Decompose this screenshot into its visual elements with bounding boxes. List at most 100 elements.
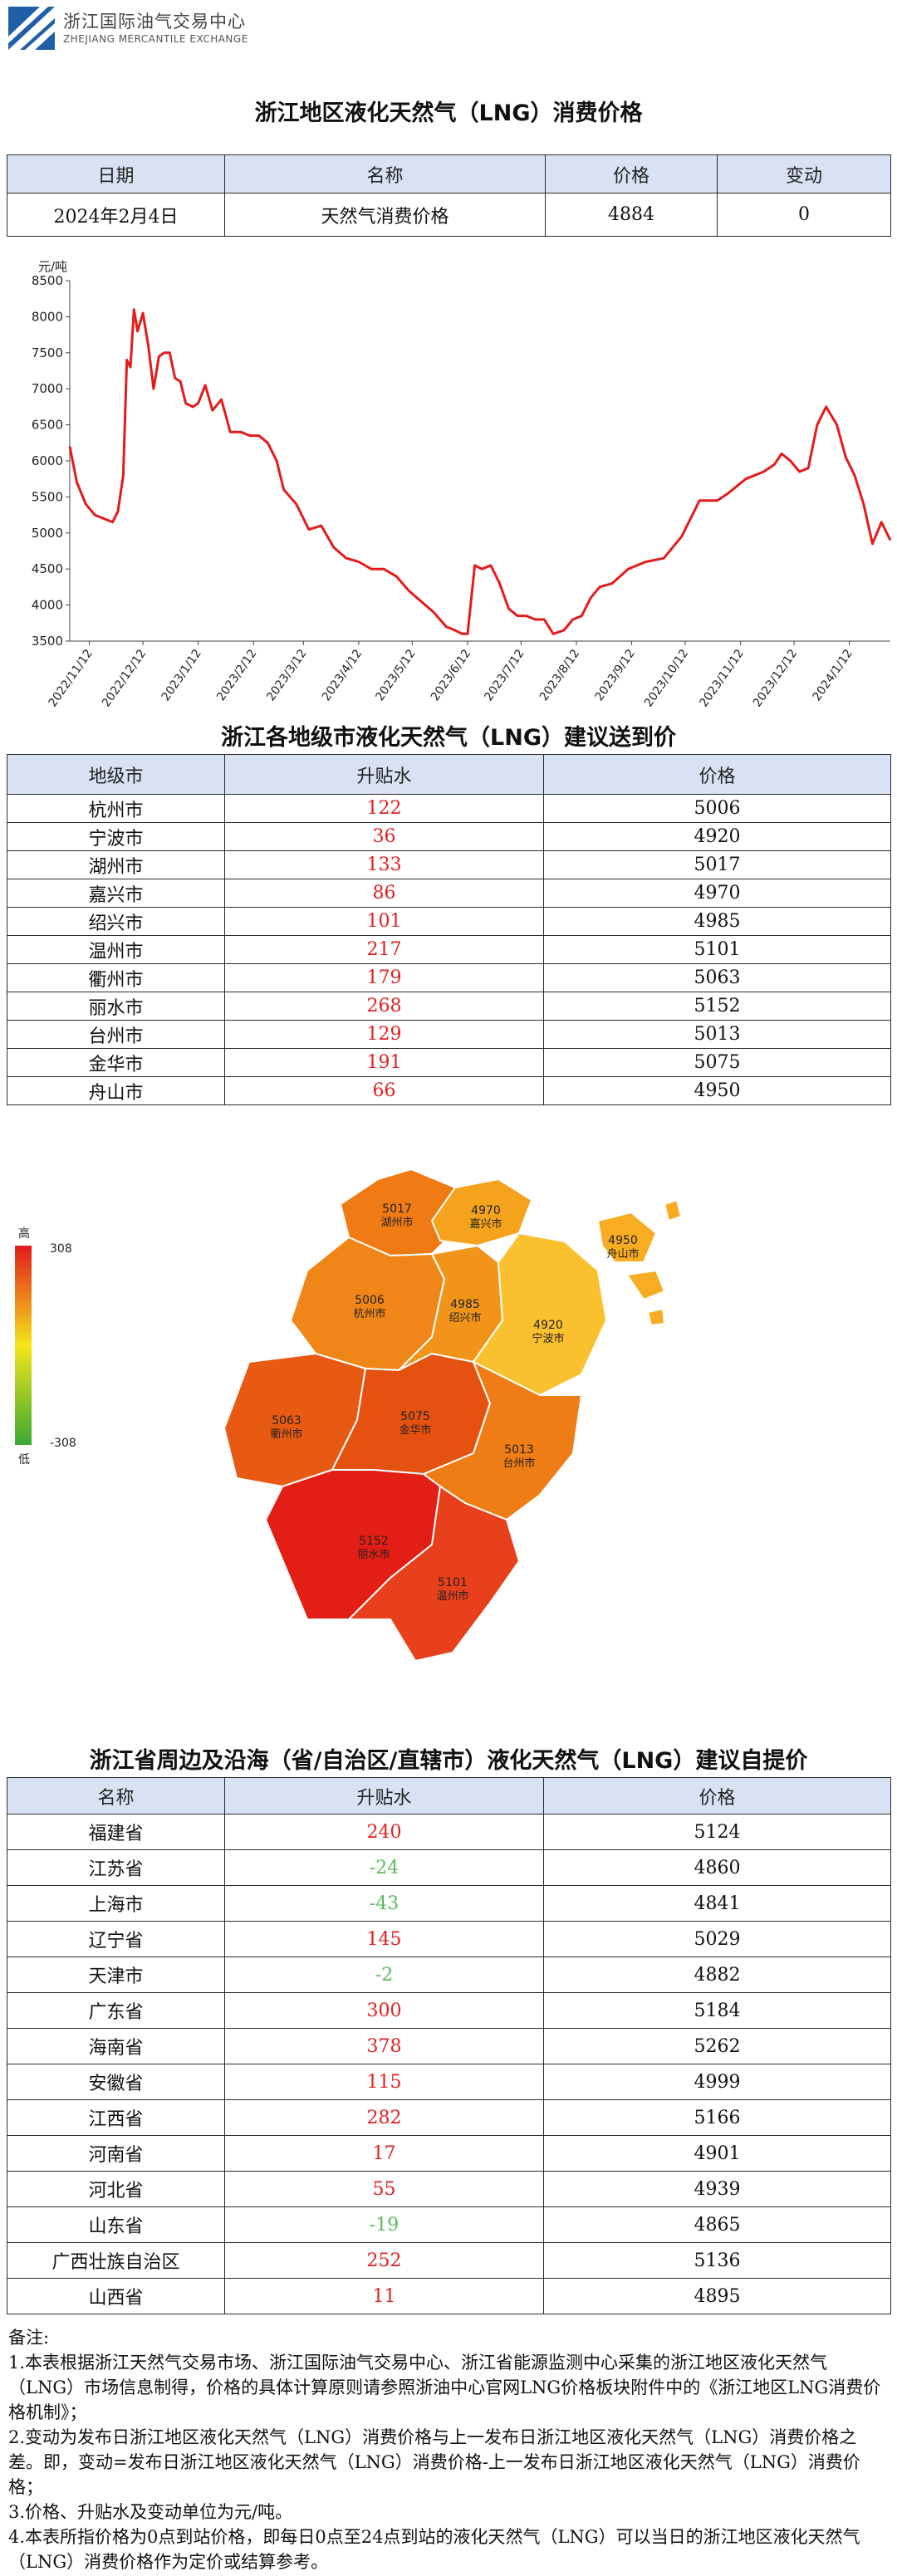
- y-tick-label: 7000: [32, 381, 63, 396]
- x-tick-label: 2023/11/12: [697, 647, 746, 709]
- chart-x-ticks: 2022/11/12 2022/12/12 2023/1/12 2023/2/12 20…: [47, 641, 855, 709]
- region-jiaxing: [430, 1178, 533, 1247]
- province-price: 4865: [543, 2206, 891, 2243]
- y-tick-label: 8000: [32, 309, 63, 324]
- city-name: 绍兴市: [7, 907, 225, 936]
- price-series-line: [68, 308, 892, 635]
- x-tick-label: 2023/3/12: [264, 647, 309, 703]
- summary-header-row: 日期 名称 价格 变动: [7, 154, 891, 193]
- city-premium: 36: [224, 822, 544, 851]
- city-name: 丽水市: [7, 992, 225, 1021]
- province-row: 江西省 282 5166: [7, 2099, 891, 2136]
- city-premium: 101: [224, 907, 544, 936]
- city-price: 5013: [543, 1020, 891, 1049]
- map-region-name: 温州市: [436, 1589, 468, 1603]
- city-price: 5101: [543, 935, 891, 964]
- y-tick-label: 6000: [32, 453, 63, 468]
- city-row: 绍兴市 101 4985: [7, 907, 891, 936]
- province-price: 4901: [543, 2135, 891, 2172]
- x-tick-label: 2022/12/12: [100, 647, 149, 709]
- province-price: 4999: [543, 2064, 891, 2100]
- org-name-en: ZHEJIANG MERCANTILE EXCHANGE: [63, 33, 248, 45]
- legend-low-label: 低: [18, 1453, 30, 1467]
- province-name: 安徽省: [7, 2064, 225, 2100]
- province-row: 山东省 -19 4865: [7, 2206, 891, 2243]
- province-row: 河南省 17 4901: [7, 2135, 891, 2172]
- summary-header-date: 日期: [7, 154, 225, 193]
- province-row: 天津市 -2 4882: [7, 1956, 891, 1993]
- x-tick-label: 2022/11/12: [47, 647, 96, 709]
- map-region-name: 台州市: [502, 1457, 535, 1470]
- city-row: 宁波市 36 4920: [7, 822, 891, 851]
- summary-header-change: 变动: [717, 154, 891, 193]
- legend-min-value: -308: [50, 1437, 76, 1450]
- x-tick-label: 2023/10/12: [642, 647, 691, 709]
- province-premium: 11: [224, 2278, 544, 2314]
- chart-y-axis-label: 元/吨: [38, 259, 67, 274]
- x-tick-label: 2023/12/12: [751, 647, 800, 709]
- city-row: 丽水市 268 5152: [7, 992, 891, 1021]
- province-name: 河南省: [7, 2135, 225, 2172]
- province-header-premium: 升贴水: [224, 1777, 544, 1814]
- province-price: 5184: [543, 1992, 891, 2029]
- note-item-2: 2.变动为发布日浙江地区液化天然气（LNG）消费价格与上一发布日浙江地区液化天然…: [8, 2427, 860, 2497]
- province-name: 上海市: [7, 1885, 225, 1922]
- city-name: 舟山市: [7, 1076, 225, 1105]
- province-name: 广东省: [7, 1992, 225, 2029]
- city-table-title: 浙江各地级市液化天然气（LNG）建议送到价: [221, 725, 676, 751]
- x-tick-label: 2023/5/12: [373, 647, 418, 703]
- city-premium: 129: [224, 1020, 544, 1049]
- province-premium: 300: [224, 1992, 544, 2029]
- province-price: 4939: [543, 2171, 891, 2207]
- map-region-name: 绍兴市: [448, 1311, 481, 1325]
- city-price: 5063: [543, 963, 891, 992]
- x-tick-label: 2023/4/12: [320, 647, 365, 703]
- province-price: 5124: [543, 1814, 891, 1850]
- province-name: 河北省: [7, 2171, 225, 2207]
- map-region-name: 宁波市: [532, 1332, 564, 1345]
- map-region-name: 杭州市: [353, 1307, 385, 1320]
- note-item-1: 1.本表根据浙江天然气交易市场、浙江国际油气交易中心、浙江省能源监测中心采集的浙…: [8, 2353, 881, 2422]
- map-region-name: 湖州市: [380, 1216, 413, 1229]
- city-header-row: 地级市 升贴水 价格: [7, 754, 891, 795]
- province-price: 4895: [543, 2278, 891, 2314]
- province-header-name: 名称: [7, 1777, 225, 1814]
- city-header-name: 地级市: [7, 754, 225, 795]
- exchange-logo-icon: [8, 7, 55, 50]
- region-zhoushan: [596, 1198, 683, 1327]
- city-premium: 179: [224, 963, 544, 992]
- city-row: 杭州市 122 5006: [7, 794, 891, 823]
- notes-section: 备注: 1.本表根据浙江天然气交易市场、浙江国际油气交易中心、浙江省能源监测中心…: [8, 2325, 890, 2574]
- province-premium: 145: [224, 1921, 544, 1957]
- x-tick-label: 2023/8/12: [537, 647, 582, 703]
- x-tick-label: 2023/2/12: [214, 647, 259, 703]
- province-price: 5262: [543, 2028, 891, 2064]
- y-tick-label: 5000: [32, 526, 63, 541]
- legend-high-label: 高: [18, 1227, 30, 1241]
- city-row: 舟山市 66 4950: [7, 1076, 891, 1105]
- city-header-premium: 升贴水: [224, 754, 544, 795]
- province-name: 山西省: [7, 2278, 225, 2314]
- province-row: 江苏省 -24 4860: [7, 1849, 891, 1886]
- org-name-cn: 浙江国际油气交易中心: [63, 12, 246, 32]
- city-price: 5152: [543, 992, 891, 1021]
- province-price: 5029: [543, 1921, 891, 1957]
- city-name: 衢州市: [7, 963, 225, 992]
- province-name: 辽宁省: [7, 1921, 225, 1957]
- summary-table: 日期 名称 价格 变动 2024年2月4日 天然气消费价格 4884 0: [7, 154, 891, 237]
- city-premium: 133: [224, 850, 544, 879]
- city-price: 5006: [543, 794, 891, 823]
- province-premium: 378: [224, 2028, 544, 2064]
- y-tick-label: 3500: [32, 634, 63, 649]
- province-row: 广东省 300 5184: [7, 1992, 891, 2029]
- city-table: 地级市 升贴水 价格 杭州市 122 5006 宁波市 36 4920 湖州市 133 5017…: [7, 754, 891, 1105]
- province-row: 辽宁省 145 5029: [7, 1921, 891, 1957]
- notes-title: 备注:: [8, 2328, 50, 2348]
- map-region-name: 嘉兴市: [469, 1217, 502, 1231]
- price-history-chart: 元/吨 3500 4000 4500 5000 5500 6000 6500 7000 7500…: [32, 259, 892, 709]
- city-price: 4920: [543, 822, 891, 851]
- city-row: 台州市 129 5013: [7, 1020, 891, 1049]
- note-item-4: 4.本表所指价格为0点到站价格，即每日0点至24点到站的液化天然气（LNG）可以…: [8, 2527, 860, 2572]
